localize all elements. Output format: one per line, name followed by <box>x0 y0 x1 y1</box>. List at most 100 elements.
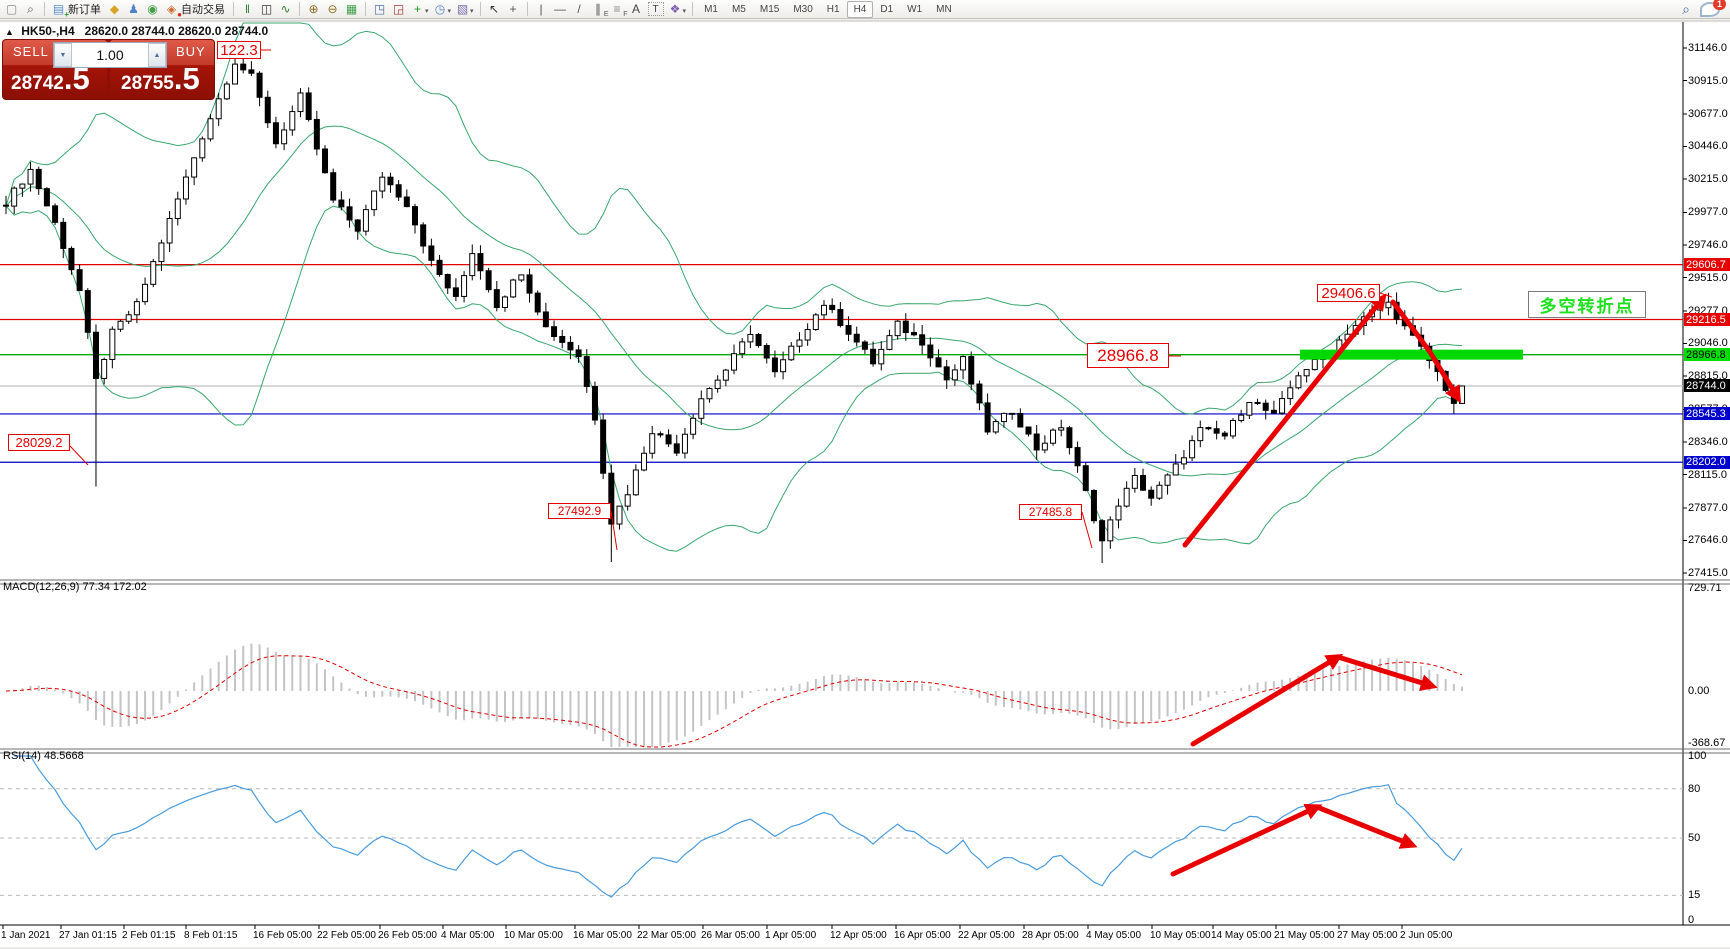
chat-icon[interactable]: 1 <box>1700 0 1726 17</box>
toolbar-separator <box>479 2 481 16</box>
y-axis-tick: 30915.0 <box>1688 74 1728 87</box>
price-annotation[interactable]: 28966.8 <box>1087 343 1169 368</box>
snap-grid-icon[interactable]: ◲ <box>392 2 405 16</box>
window-icon[interactable]: ▢ <box>5 2 18 16</box>
macd-axis-tick: -368.67 <box>1688 737 1726 750</box>
new-order-icon[interactable]: ▤ + <box>52 2 69 19</box>
timeframe-m1[interactable]: M1 <box>704 3 718 15</box>
macd-rally-arrow[interactable] <box>1190 653 1344 747</box>
sell-label: SELL <box>13 44 49 59</box>
x-axis-label: 4 Mar 05:00 <box>441 930 495 941</box>
line-chart-icon[interactable]: ∿ <box>280 2 291 16</box>
new-order-label: 新订单 <box>68 4 101 16</box>
text-label-icon[interactable]: T <box>647 2 664 16</box>
timeframe-m30[interactable]: M30 <box>793 3 813 15</box>
y-axis-tick: 29515.0 <box>1688 271 1728 284</box>
y-axis-tick: 30446.0 <box>1688 140 1728 153</box>
indicators-icon[interactable]: + <box>413 2 421 16</box>
macd-indicator-label: MACD(12,26,9) 77.34 172.02 <box>3 581 147 593</box>
x-axis-label: 16 Feb 05:00 <box>253 930 312 941</box>
candlestick-chart-icon[interactable]: ◫ <box>260 2 273 16</box>
text-icon[interactable]: A <box>632 2 641 16</box>
timeframe-w1[interactable]: W1 <box>907 3 923 15</box>
macd-decline-arrow[interactable] <box>1335 654 1438 691</box>
main-toolbar: ▢ ⌕ ▤ + 新订单 ◆ ♟ ◉ ◈ ● 自动交易 ‖ ◫ ∿ ⊕ ⊖ ▦ ◳ ◲ + ▾ ◷ ▾ ▧ ▾ ↖ + | — / ∥ E ≡ F A… <box>0 0 1730 19</box>
horizontal-line-icon[interactable]: — <box>554 2 567 16</box>
periods-icon-dropdown[interactable]: ▾ <box>447 8 452 15</box>
crosshair-icon[interactable]: + <box>509 2 517 16</box>
price-level-badge: 29216.5 <box>1684 313 1730 326</box>
x-axis-label: 26 Feb 05:00 <box>378 930 437 941</box>
x-axis-label: 22 Apr 05:00 <box>958 930 1015 941</box>
price-annotation[interactable]: 29406.6 <box>1317 284 1380 302</box>
y-axis-tick: 28815.0 <box>1688 370 1728 382</box>
price-annotation[interactable]: 27485.8 <box>1019 504 1082 520</box>
auto-trading-icon[interactable]: ◈ ● <box>166 2 182 19</box>
templates-icon[interactable]: ▧ <box>456 2 469 16</box>
x-axis-label: 14 May 05:00 <box>1211 930 1272 941</box>
toolbar-separator <box>44 2 45 16</box>
y-axis-tick: 28346.0 <box>1688 435 1728 448</box>
expert-advisors-icon[interactable]: ♟ <box>128 2 139 16</box>
main-rally-arrow[interactable] <box>1182 293 1387 548</box>
price-annotation[interactable]: 122.3 <box>217 41 261 59</box>
y-axis-tick: 29977.0 <box>1688 206 1728 219</box>
cursor-icon[interactable]: ↖ <box>489 2 500 16</box>
equidistant-channel-icon[interactable]: ∥ E <box>595 2 609 18</box>
y-axis-tick: 27877.0 <box>1688 501 1728 514</box>
x-axis-label: 2 Feb 01:15 <box>122 930 176 941</box>
x-axis-label: 16 Apr 05:00 <box>894 930 951 941</box>
note-annotation[interactable]: 多空转折点 <box>1528 291 1646 318</box>
periods-icon[interactable]: ◷ <box>434 2 446 16</box>
tile-windows-icon[interactable]: ▦ <box>345 2 358 16</box>
fibonacci-icon[interactable]: ≡ F <box>613 2 628 18</box>
rsi-axis-tick: 80 <box>1688 782 1701 795</box>
rsi-rally-arrow[interactable] <box>1170 803 1323 877</box>
indicators-icon-dropdown[interactable]: ▾ <box>425 8 429 15</box>
x-axis-label: 27 May 05:00 <box>1337 930 1398 941</box>
x-axis-label: 12 Apr 05:00 <box>830 930 887 941</box>
arrows-tool-icon[interactable]: ❖ <box>669 2 681 16</box>
y-axis-tick: 30677.0 <box>1688 107 1728 120</box>
signal-icon[interactable]: ◉ <box>147 2 158 16</box>
x-axis-label: 22 Mar 05:00 <box>637 930 696 941</box>
collapse-panel-icon[interactable]: ▲ <box>5 27 14 37</box>
volume-control: ▼ 1.00 ▲ <box>53 42 167 68</box>
notification-badge: 1 <box>1712 0 1726 10</box>
x-axis-label: 28 Apr 05:00 <box>1022 930 1079 941</box>
volume-input[interactable]: 1.00 <box>96 47 124 63</box>
volume-increase-button[interactable]: ▲ <box>148 43 166 67</box>
vertical-line-icon[interactable]: | <box>539 2 543 16</box>
timeframe-h4[interactable]: H4 <box>846 0 874 18</box>
timeframe-mn[interactable]: MN <box>936 3 952 15</box>
search-icon[interactable]: ⌕ <box>1682 0 1690 17</box>
timeframe-h1[interactable]: H1 <box>826 3 840 15</box>
arrows-tool-icon-dropdown[interactable]: ▾ <box>682 8 687 15</box>
rsi-decline-arrow[interactable] <box>1314 804 1418 849</box>
timeframe-m15[interactable]: M15 <box>759 3 780 15</box>
timeframe-m5[interactable]: M5 <box>731 3 746 15</box>
price-annotation[interactable]: 28029.2 <box>8 434 70 451</box>
templates-icon-dropdown[interactable]: ▾ <box>470 8 474 15</box>
toolbar-separator <box>365 2 366 16</box>
timeframe-d1[interactable]: D1 <box>880 3 894 15</box>
zoom-out-icon[interactable]: ⊖ <box>327 2 338 16</box>
chart-preview-icon[interactable]: ⌕ <box>27 1 34 16</box>
rsi-indicator-label: RSI(14) 48.5668 <box>3 750 84 762</box>
main-decline-arrow[interactable] <box>1390 299 1462 404</box>
price-level-badge: 28744.0 <box>1684 379 1730 393</box>
bar-chart-icon[interactable]: ‖ <box>245 2 250 16</box>
buy-price: 28755.5 <box>121 61 200 96</box>
price-annotation[interactable]: 27492.9 <box>548 503 611 519</box>
x-axis-label: 27 Jan 01:15 <box>59 930 117 941</box>
volume-decrease-button[interactable]: ▼ <box>54 43 72 67</box>
price-level-badge: 29606.7 <box>1684 258 1730 272</box>
trendline-icon[interactable]: / <box>577 2 581 16</box>
horn-icon[interactable]: ◆ <box>109 2 120 16</box>
zoom-in-icon[interactable]: ⊕ <box>308 2 319 16</box>
y-axis-tick: 27415.0 <box>1688 567 1728 579</box>
y-axis-tick: 31146.0 <box>1688 42 1727 54</box>
y-axis-tick: 27646.0 <box>1688 534 1728 547</box>
auto-arrange-icon[interactable]: ◳ <box>373 2 386 16</box>
